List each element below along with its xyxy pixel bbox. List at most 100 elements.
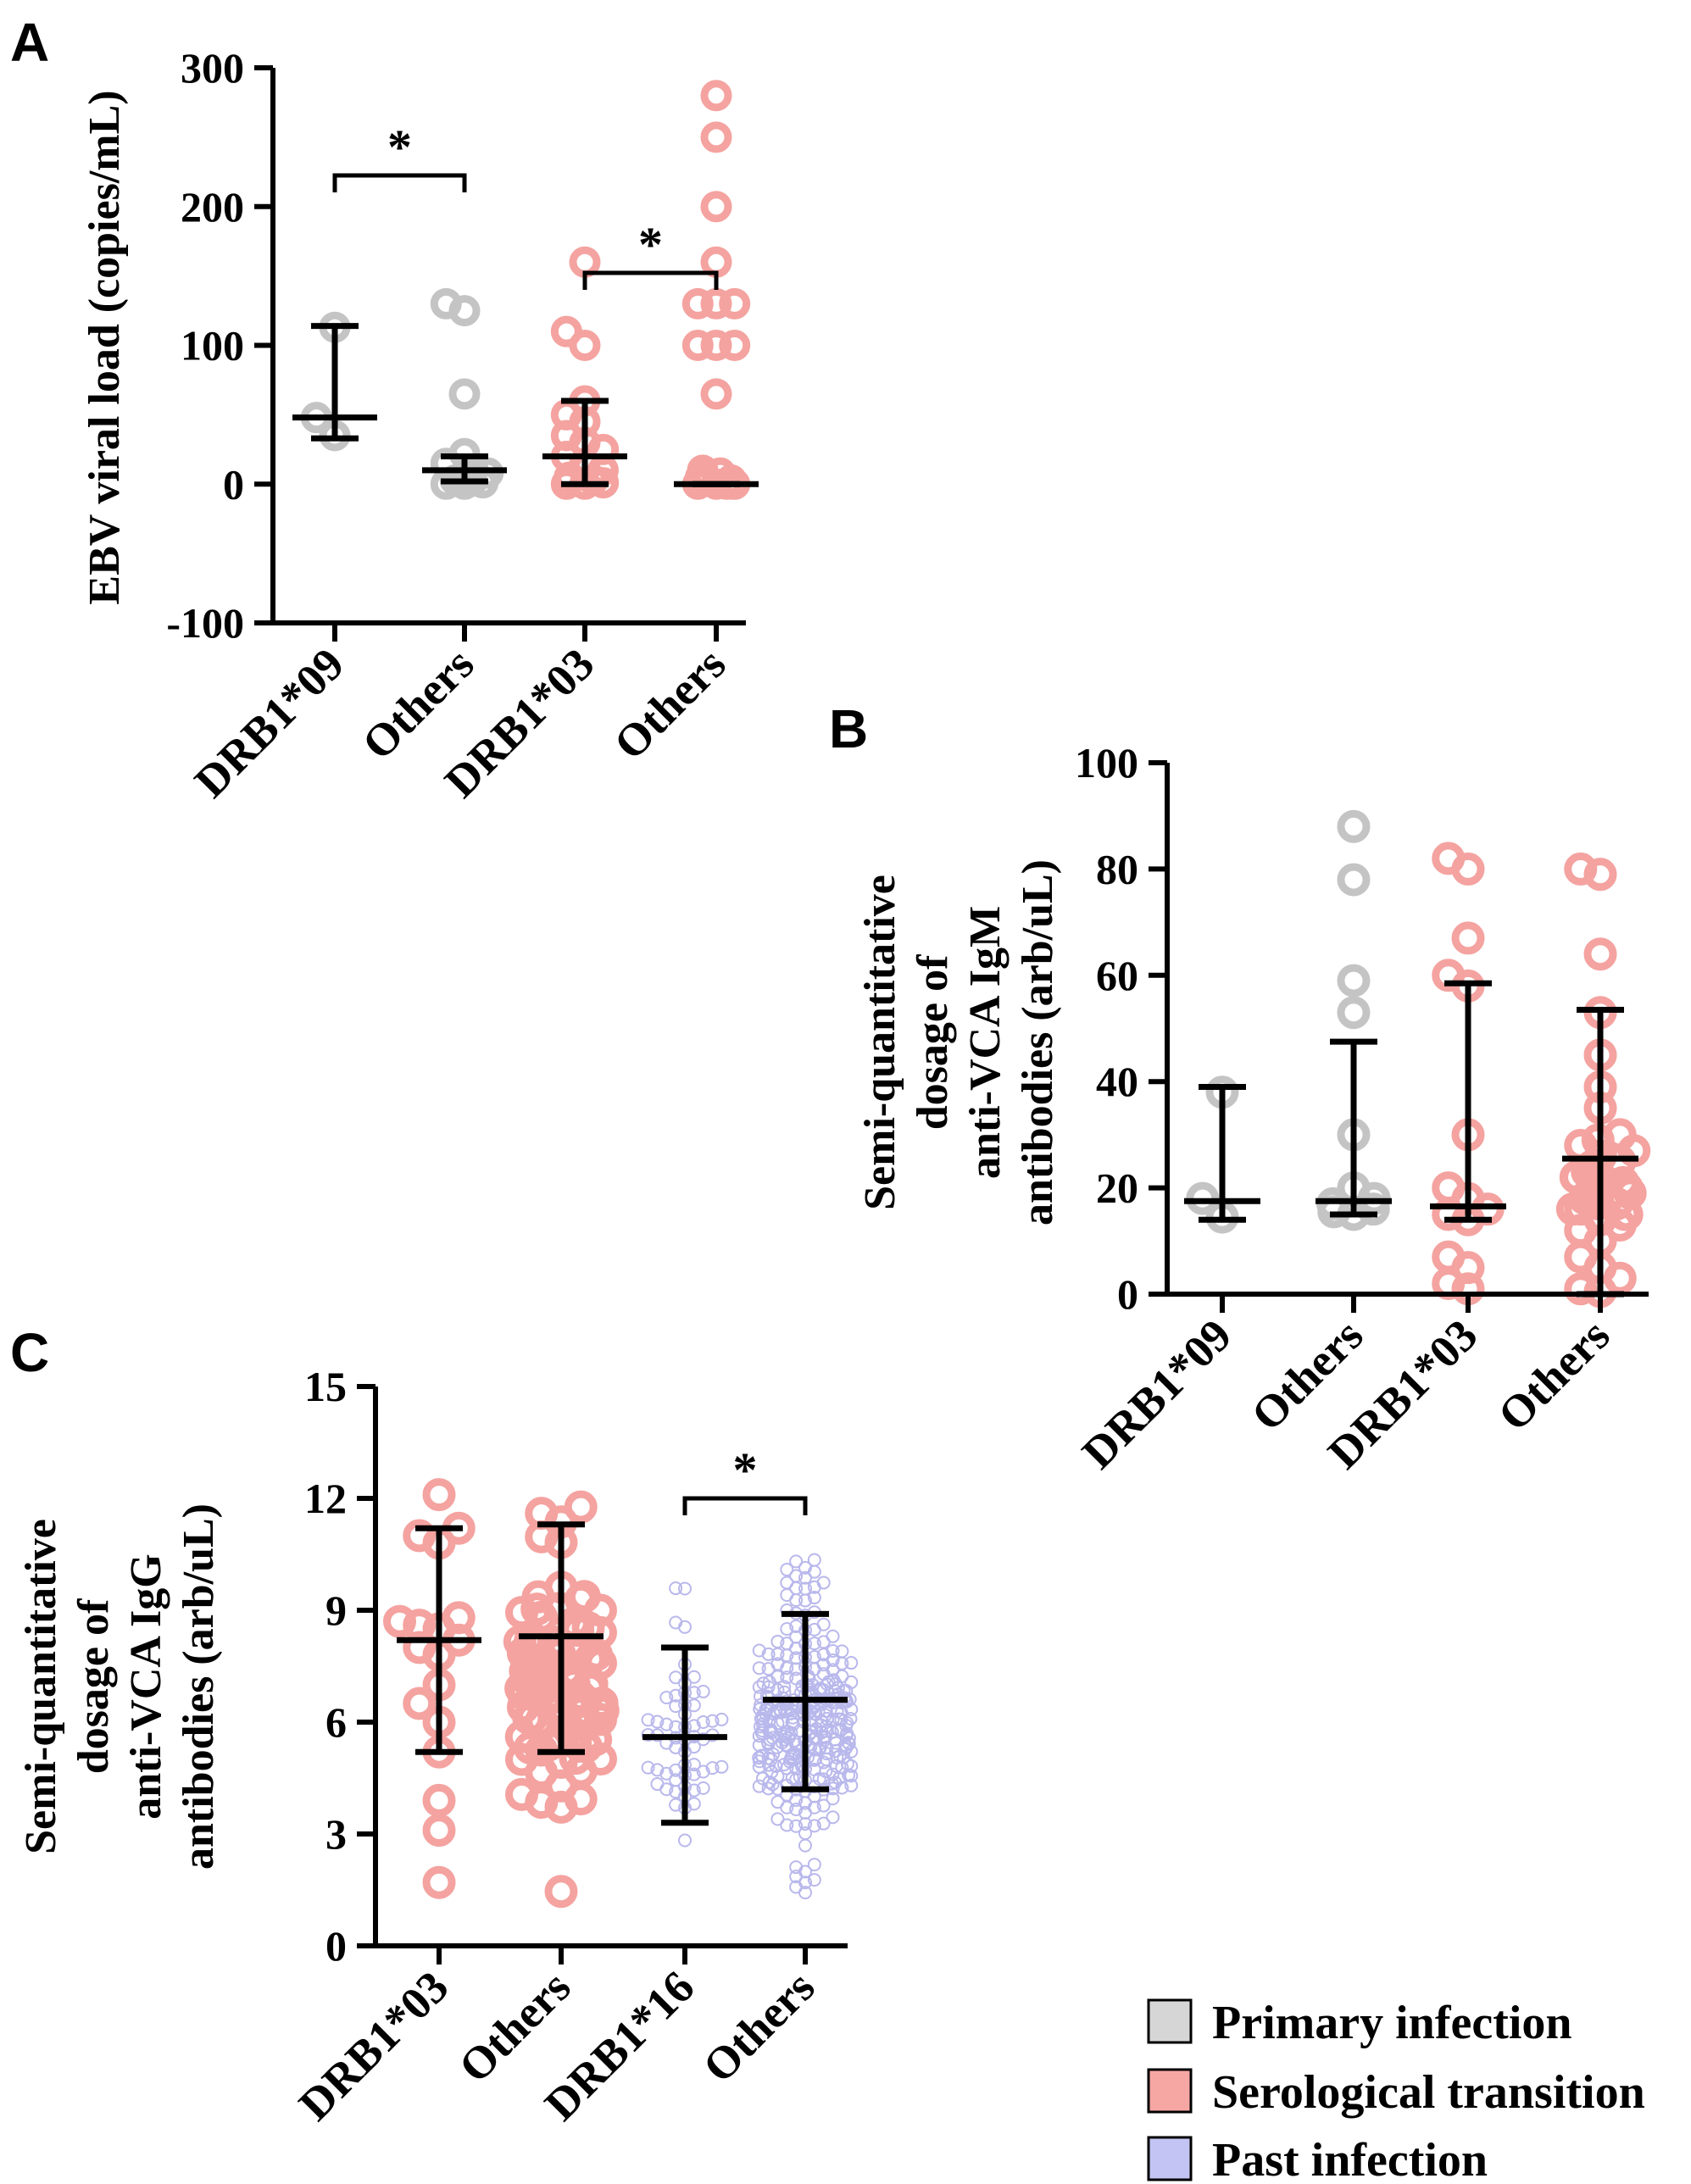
data-point-a-2-15: [550, 315, 582, 347]
data-point-c-3-16: [826, 1810, 840, 1825]
data-point-b-3-38: [1583, 858, 1617, 892]
data-point-c-0-1: [422, 1814, 456, 1848]
y-tick-label-b-0: 0: [1117, 1270, 1138, 1318]
data-point-a-3-11: [700, 378, 732, 410]
data-point-a-3-17: [719, 287, 751, 320]
data-point-c-3-2: [798, 1876, 812, 1890]
panel-a-letter: A: [10, 12, 49, 73]
data-point-c-3-303: [789, 1630, 804, 1644]
significance-bracket-a-1: [582, 270, 719, 290]
data-point-b-1-8: [1337, 964, 1371, 998]
data-point-c-2-42: [715, 1712, 729, 1726]
data-point-b-1-9: [1337, 863, 1371, 897]
data-point-a-3-15: [700, 287, 732, 320]
panel-a-significance: **: [332, 119, 719, 290]
data-point-c-3-318: [798, 1581, 812, 1596]
data-point-c-3-326: [780, 1563, 794, 1577]
c-ylabel-line-3: antibodies (arb/uL): [175, 1503, 223, 1870]
data-point-a-3-14: [719, 330, 751, 361]
data-point-c-2-58: [678, 1581, 692, 1596]
data-point-c-3-79: [761, 1751, 776, 1765]
data-point-c-0-17: [422, 1478, 456, 1512]
data-point-c-3-329: [807, 1553, 821, 1567]
y-tick-label-c-0: 0: [325, 1922, 347, 1970]
panel-c-error-bars: [397, 1521, 848, 1826]
data-point-c-3-263: [756, 1676, 770, 1691]
x-tick-label-a-0: DRB1*09: [185, 638, 353, 807]
legend-swatch-primary: [1147, 1998, 1193, 2044]
y-tick-label-c-1: 3: [325, 1810, 347, 1858]
data-point-b-2-14: [1432, 842, 1466, 875]
data-point-c-3-12: [780, 1818, 794, 1832]
data-point-c-2-41: [641, 1713, 655, 1727]
y-tick-label-b-4: 80: [1096, 845, 1138, 892]
data-point-c-3-307: [780, 1622, 794, 1636]
data-point-c-3-324: [789, 1569, 804, 1583]
x-tick-label-group-a-3: Others: [604, 638, 736, 770]
c-ylabel-line-2: anti-VCA IgG: [122, 1553, 170, 1819]
data-point-c-3-3: [807, 1873, 821, 1887]
data-point-a-3-20: [700, 121, 732, 153]
x-tick-label-b-0: DRB1*09: [1072, 1309, 1241, 1478]
panel-a-ylabel: EBV viral load (copies/mL): [81, 90, 129, 604]
data-point-c-0-0: [422, 1865, 456, 1899]
data-point-c-2-6: [687, 1783, 701, 1798]
y-tick-label-c-4: 12: [304, 1475, 347, 1522]
data-point-b-1-10: [1337, 809, 1371, 843]
data-point-c-2-13: [687, 1767, 701, 1781]
data-point-c-2-10: [650, 1777, 665, 1792]
data-point-a-1-12: [430, 287, 462, 320]
data-point-c-3-304: [826, 1629, 840, 1643]
x-tick-label-group-b-3: Others: [1488, 1309, 1620, 1441]
data-point-c-3-210: [754, 1698, 768, 1712]
data-point-b-2-12: [1451, 921, 1485, 955]
data-point-c-2-0: [678, 1833, 692, 1848]
significance-bracket-a-0: [332, 173, 467, 192]
panel-b-points: [1186, 809, 1651, 1309]
data-point-c-2-59: [669, 1581, 683, 1596]
data-point-c-2-39: [650, 1714, 665, 1729]
data-point-c-3-152: [832, 1722, 846, 1737]
b-ylabel-line-1: dosage of: [909, 954, 957, 1130]
data-point-c-2-53: [669, 1670, 683, 1685]
data-point-c-2-19: [641, 1760, 655, 1775]
data-point-c-2-38: [696, 1715, 710, 1729]
y-tick-label-b-2: 40: [1096, 1058, 1138, 1105]
data-point-c-2-54: [687, 1670, 701, 1684]
data-point-b-1-7: [1337, 996, 1371, 1030]
data-point-c-0-5: [403, 1687, 437, 1720]
data-point-c-3-6: [789, 1860, 804, 1875]
data-point-c-3-252: [813, 1681, 827, 1696]
y-tick-label-c-3: 9: [325, 1587, 347, 1634]
significance-bracket-c-0: [682, 1496, 808, 1515]
data-point-c-2-48: [669, 1688, 683, 1703]
data-point-c-3-23: [770, 1795, 785, 1809]
x-tick-label-c-3: Others: [693, 1961, 825, 2092]
b-ylabel-line-0: Semi-quantitative: [856, 875, 904, 1210]
x-tick-label-group-c-0: DRB1*03: [289, 1961, 458, 2130]
data-point-a-3-12: [700, 330, 732, 361]
panel-c: C Semi-quantitative dosage of anti-VCA IgG…: [10, 1322, 859, 2130]
data-point-a-3-18: [700, 246, 732, 278]
significance-star-a-0: *: [387, 119, 412, 175]
data-point-a-3-13: [681, 330, 714, 361]
data-point-c-2-3: [687, 1797, 701, 1811]
c-ylabel-line-0: Semi-quantitative: [17, 1519, 65, 1854]
data-point-c-2-18: [705, 1761, 720, 1776]
panel-c-significance: *: [682, 1442, 808, 1515]
panel-b-error-bars: [1184, 980, 1638, 1298]
data-point-c-2-47: [659, 1690, 674, 1704]
data-point-c-2-36: [687, 1719, 701, 1733]
data-point-c-2-37: [659, 1717, 674, 1731]
legend-swatch-past: [1147, 2136, 1193, 2181]
data-point-a-2-16: [569, 246, 601, 278]
data-point-c-2-50: [687, 1686, 701, 1700]
data-point-c-0-12: [383, 1604, 416, 1638]
data-point-c-3-7: [807, 1858, 821, 1872]
x-tick-label-b-3: Others: [1488, 1309, 1620, 1441]
b-ylabel-rot: Semi-quantitative dosage of anti-VCA IgM an…: [856, 859, 1062, 1225]
data-point-a-1-10: [448, 378, 481, 410]
panel-a-error-bars: [292, 323, 759, 487]
